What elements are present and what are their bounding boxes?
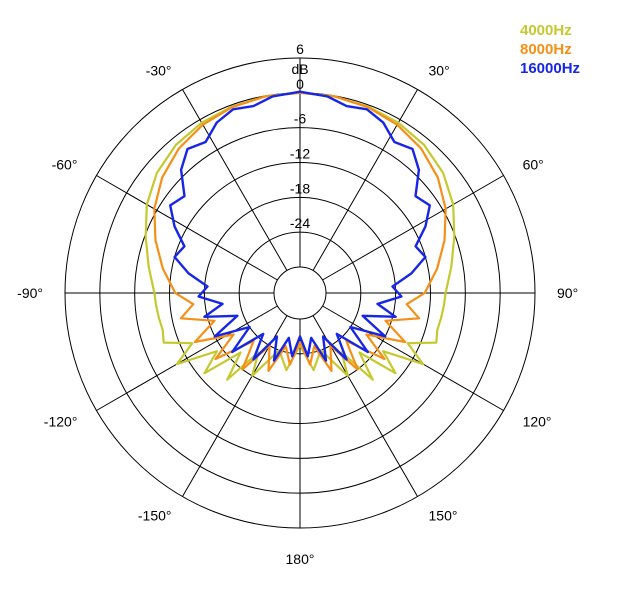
ring-db-label: -6 (294, 111, 307, 127)
angle-label: -30° (146, 62, 172, 78)
angle-label: 120° (523, 414, 552, 430)
polar-chart: 6 0 -6 -12 -18 -24 dB 30° 60° 90° 120° 150° 180° -150… (0, 0, 622, 591)
angle-label: 30° (429, 62, 450, 78)
legend-item: 4000Hz (520, 22, 580, 41)
angle-label: 90° (557, 285, 578, 301)
angle-label: -60° (52, 157, 78, 173)
ring-db-label: 6 (296, 41, 304, 57)
angle-label: -120° (44, 414, 78, 430)
legend-item: 16000Hz (520, 60, 580, 79)
legend-item: 8000Hz (520, 41, 580, 60)
ring-db-label: 0 (296, 76, 304, 92)
db-unit-label: dB (291, 61, 308, 77)
angle-label: -90° (17, 285, 43, 301)
ring-db-label: -24 (290, 215, 310, 231)
angle-label: 150° (429, 508, 458, 524)
legend: 4000Hz8000Hz16000Hz (520, 22, 580, 78)
ring-db-label: -18 (290, 180, 310, 196)
angle-label: 180° (286, 551, 315, 567)
angle-label: -150° (138, 508, 172, 524)
polar-chart-svg: 6 0 -6 -12 -18 -24 dB 30° 60° 90° 120° 150° 180° -150… (0, 0, 622, 591)
angle-label: 60° (523, 157, 544, 173)
ring-db-label: -12 (290, 146, 310, 162)
